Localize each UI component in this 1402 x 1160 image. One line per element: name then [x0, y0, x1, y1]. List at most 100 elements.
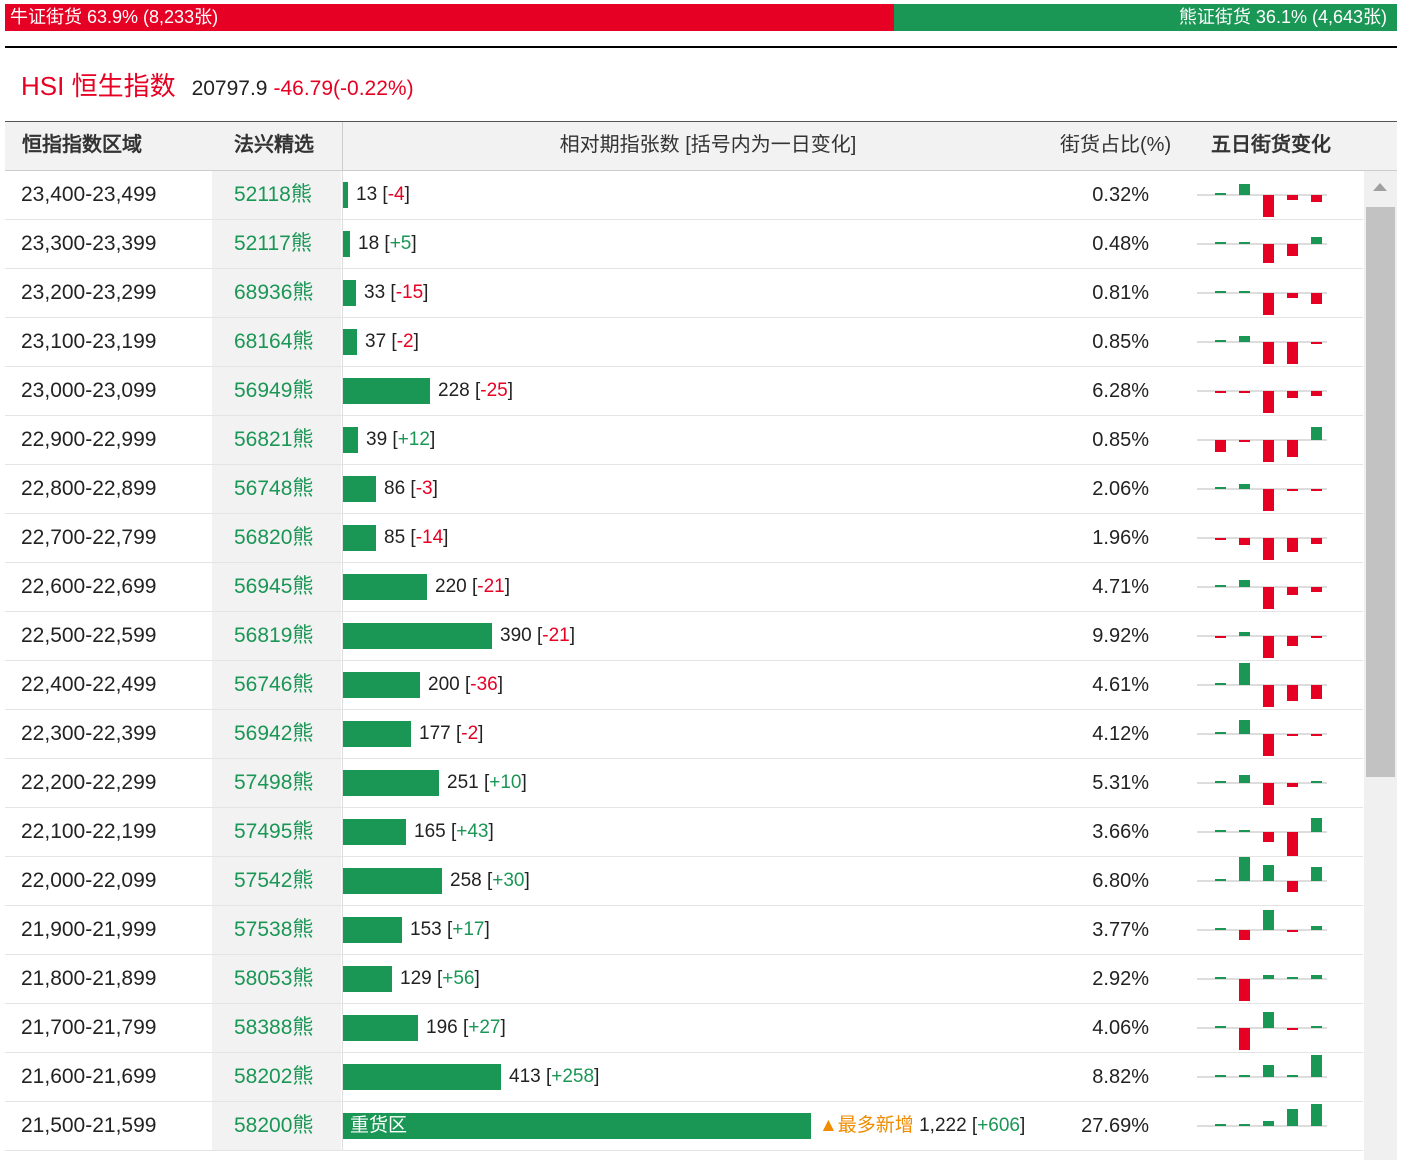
count-label: 129 [+56]: [400, 968, 480, 989]
scroll-thumb[interactable]: [1366, 207, 1395, 777]
trend-sparkbars: [1197, 632, 1327, 658]
scrollbar[interactable]: [1364, 171, 1397, 1160]
count-bar-cell: 13 [-4]: [342, 171, 1063, 219]
count-bar-cell: 37 [-2]: [342, 318, 1063, 366]
trend-bar: [1215, 391, 1226, 393]
warrant-link[interactable]: 57495熊: [212, 808, 341, 856]
warrant-link[interactable]: 57538熊: [212, 906, 341, 954]
warrant-link[interactable]: 68936熊: [212, 269, 341, 317]
trend-sparkbars: [1197, 663, 1327, 707]
trend-bar: [1311, 781, 1322, 783]
warrant-link[interactable]: 56945熊: [212, 563, 341, 611]
warrant-link[interactable]: 56820熊: [212, 514, 341, 562]
trend-bar: [1263, 244, 1274, 263]
count-label: 177 [-2]: [419, 723, 484, 744]
trend-cell: [1197, 563, 1327, 611]
trend-bar: [1263, 538, 1274, 560]
trend-bar: [1215, 340, 1226, 342]
warrant-link[interactable]: 56748熊: [212, 465, 341, 513]
top-divider: [5, 46, 1397, 48]
trend-bar: [1215, 732, 1226, 734]
warrant-link[interactable]: 58200熊: [212, 1102, 341, 1150]
count-label: 153 [+17]: [410, 919, 490, 940]
count-value: 258: [450, 870, 482, 891]
trend-bar: [1239, 930, 1250, 940]
count-bar-cell: 413 [+258]: [342, 1053, 1063, 1101]
count-bar: [343, 721, 411, 747]
trend-cell: [1197, 514, 1327, 562]
trend-bar: [1239, 1075, 1250, 1077]
count-change: -21: [477, 576, 505, 597]
trend-sparkbars: [1197, 427, 1327, 462]
table-row: 22,600-22,699 56945熊 220 [-21] 4.71%: [5, 563, 1363, 612]
trend-cell: [1197, 220, 1327, 268]
count-bar: [343, 819, 406, 845]
count-value: 33: [364, 282, 386, 303]
bull-bear-ratio-bar: 牛证街货 63.9% (8,233张) 熊证街货 36.1% (4,643张): [5, 4, 1397, 31]
count-value: 165: [414, 821, 446, 842]
warrant-link[interactable]: 58053熊: [212, 955, 341, 1003]
trend-bar: [1287, 489, 1298, 491]
warrant-link[interactable]: 57542熊: [212, 857, 341, 905]
trend-bar: [1287, 1028, 1298, 1030]
count-change: +17: [452, 919, 485, 940]
count-bar-cell: 33 [-15]: [342, 269, 1063, 317]
warrant-link[interactable]: 52118熊: [212, 171, 341, 219]
pct-cell: 0.48%: [1092, 233, 1149, 255]
pct-cell: 9.92%: [1092, 625, 1149, 647]
range-cell: 21,700-21,799: [21, 1016, 157, 1039]
count-bar-cell: 153 [+17]: [342, 906, 1063, 954]
range-cell: 23,000-23,099: [21, 379, 157, 402]
warrant-link[interactable]: 56821熊: [212, 416, 341, 464]
trend-bar: [1215, 977, 1226, 979]
trend-bar: [1311, 293, 1322, 304]
count-bar: [343, 1015, 418, 1041]
trend-bar: [1263, 865, 1274, 881]
pct-cell: 4.06%: [1092, 1017, 1149, 1039]
range-cell: 21,800-21,899: [21, 967, 157, 990]
trend-bar: [1287, 1075, 1298, 1077]
count-value: 86: [384, 478, 406, 499]
table-row: 23,100-23,199 68164熊 37 [-2] 0.85%: [5, 318, 1363, 367]
scroll-up-arrow-icon[interactable]: [1373, 183, 1387, 191]
count-change: +43: [456, 821, 489, 842]
warrant-link[interactable]: 56819熊: [212, 612, 341, 660]
warrant-link[interactable]: 58202熊: [212, 1053, 341, 1101]
warrant-link[interactable]: 56949熊: [212, 367, 341, 415]
index-summary: HSI 恒生指数 20797.9 -46.79(-0.22%): [21, 66, 414, 102]
count-label: 85 [-14]: [384, 527, 449, 548]
trend-bar: [1311, 427, 1322, 440]
trend-bar: [1263, 636, 1274, 658]
count-change: -2: [396, 331, 414, 352]
trend-sparkbars: [1197, 1055, 1327, 1078]
trend-bar: [1239, 440, 1250, 442]
trend-bar: [1215, 683, 1226, 685]
trend-bar: [1239, 538, 1250, 545]
count-value: 390: [500, 625, 532, 646]
range-cell: 23,300-23,399: [21, 232, 157, 255]
count-change: +12: [397, 429, 430, 450]
warrant-link[interactable]: 56942熊: [212, 710, 341, 758]
trend-bar: [1239, 857, 1250, 881]
trend-sparkbars: [1197, 580, 1327, 609]
trend-bar: [1263, 1012, 1274, 1028]
warrant-link[interactable]: 57498熊: [212, 759, 341, 807]
trend-bar: [1215, 928, 1226, 930]
count-bar: [343, 868, 442, 894]
warrant-link[interactable]: 58388熊: [212, 1004, 341, 1052]
range-cell: 22,300-22,399: [21, 722, 157, 745]
warrant-link[interactable]: 56746熊: [212, 661, 341, 709]
table-row: 22,100-22,199 57495熊 165 [+43] 3.66%: [5, 808, 1363, 857]
trend-bar: [1239, 336, 1250, 342]
trend-bar: [1239, 580, 1250, 587]
range-cell: 22,600-22,699: [21, 575, 157, 598]
pct-cell: 6.28%: [1092, 380, 1149, 402]
warrant-link[interactable]: 52117熊: [212, 220, 341, 268]
table-row: 22,200-22,299 57498熊 251 [+10] 5.31%: [5, 759, 1363, 808]
index-name[interactable]: HSI 恒生指数: [21, 71, 176, 101]
warrant-link[interactable]: 68164熊: [212, 318, 341, 366]
trend-cell: [1197, 367, 1327, 415]
count-bar: [343, 623, 492, 649]
header-count: 相对期指张数 [括号内为一日变化]: [342, 122, 1073, 170]
range-cell: 23,200-23,299: [21, 281, 157, 304]
